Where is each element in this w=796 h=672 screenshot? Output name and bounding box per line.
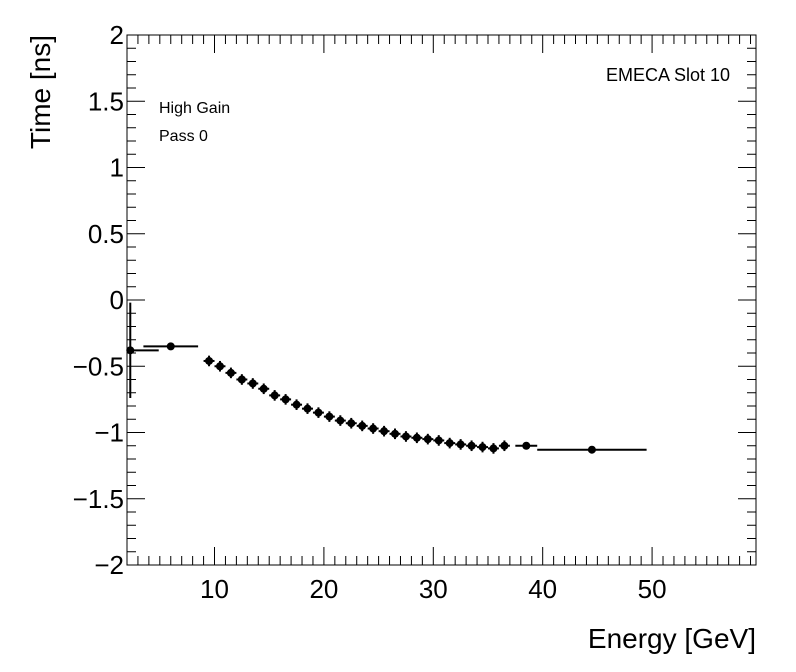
data-point (477, 441, 488, 453)
data-point (258, 383, 270, 395)
data-point (487, 443, 499, 454)
data-point (280, 394, 292, 405)
x-tick-label: 30 (419, 574, 448, 604)
point-marker (126, 346, 135, 355)
axis-tick-labels: 10 20 30 40 50 −2 −1.5 −1 −0.5 0 0.5 1 1.5 2 (73, 20, 667, 604)
data-series (126, 302, 647, 454)
point-marker (226, 368, 235, 377)
y-tick-label: −2 (94, 550, 124, 580)
y-tick-label: −1.5 (73, 484, 124, 514)
point-marker (215, 362, 224, 371)
data-point (400, 431, 412, 442)
point-marker (270, 391, 279, 400)
x-tick-label: 40 (528, 574, 557, 604)
point-marker (237, 375, 246, 384)
y-tick-label: 1 (110, 153, 124, 183)
data-point (455, 439, 467, 450)
point-marker (522, 441, 531, 450)
y-tick-label: −1 (94, 418, 124, 448)
point-marker (489, 444, 498, 453)
point-marker (358, 421, 367, 430)
data-point (291, 399, 303, 410)
point-marker (423, 435, 432, 444)
data-point (537, 445, 647, 454)
data-point (444, 437, 456, 449)
y-tick-label: 0.5 (88, 219, 124, 249)
data-point (498, 440, 510, 452)
data-point (433, 435, 445, 446)
point-marker (391, 429, 400, 438)
data-point (411, 432, 423, 444)
point-marker (500, 441, 509, 450)
y-axis-title: Time [ns] (25, 35, 56, 149)
data-point (269, 390, 281, 401)
point-marker (467, 441, 476, 450)
data-point (225, 367, 237, 379)
data-point (312, 407, 324, 418)
x-tick-label: 10 (200, 574, 229, 604)
point-marker (259, 384, 268, 393)
y-tick-label: 1.5 (88, 86, 124, 116)
y-tick-label: 0 (110, 285, 124, 315)
x-axis-title: Energy [GeV] (588, 623, 756, 654)
data-point (323, 411, 335, 422)
point-marker (445, 439, 454, 448)
x-tick-label: 20 (309, 574, 338, 604)
data-point (356, 420, 368, 432)
point-marker (292, 400, 301, 409)
point-marker (248, 379, 257, 388)
data-point (247, 378, 259, 389)
point-marker (303, 404, 312, 413)
point-marker (314, 408, 323, 417)
point-marker (347, 419, 356, 428)
point-marker (336, 416, 345, 425)
point-marker (587, 445, 596, 454)
data-point (422, 433, 434, 445)
data-point (367, 423, 379, 434)
data-point (126, 302, 159, 399)
axis-ticks (126, 34, 756, 566)
point-marker (412, 433, 421, 442)
point-marker (325, 412, 334, 421)
data-point (515, 441, 538, 450)
annotation-gain: High Gain (159, 100, 230, 117)
point-marker (478, 443, 487, 452)
data-point (345, 417, 357, 429)
x-tick-label: 50 (638, 574, 667, 604)
point-marker (401, 432, 410, 441)
data-point (143, 342, 199, 351)
data-point (214, 360, 226, 372)
point-marker (456, 440, 465, 449)
data-point (334, 415, 346, 426)
data-point (302, 403, 313, 414)
data-point (466, 440, 478, 452)
annotation-slot: EMECA Slot 10 (606, 65, 730, 85)
annotation-pass: Pass 0 (159, 128, 208, 145)
point-marker (166, 342, 175, 351)
point-marker (369, 424, 378, 433)
point-marker (380, 427, 389, 436)
data-point (389, 428, 401, 440)
point-marker (434, 436, 443, 445)
point-marker (281, 395, 290, 404)
y-tick-label: 2 (110, 20, 124, 50)
y-tick-label: −0.5 (73, 351, 124, 381)
point-marker (205, 356, 214, 365)
data-point (203, 355, 215, 367)
data-point (236, 374, 248, 385)
data-point (378, 425, 390, 437)
